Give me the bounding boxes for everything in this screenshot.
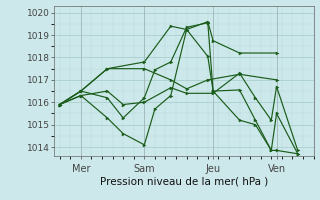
X-axis label: Pression niveau de la mer( hPa ): Pression niveau de la mer( hPa ) bbox=[100, 176, 268, 186]
